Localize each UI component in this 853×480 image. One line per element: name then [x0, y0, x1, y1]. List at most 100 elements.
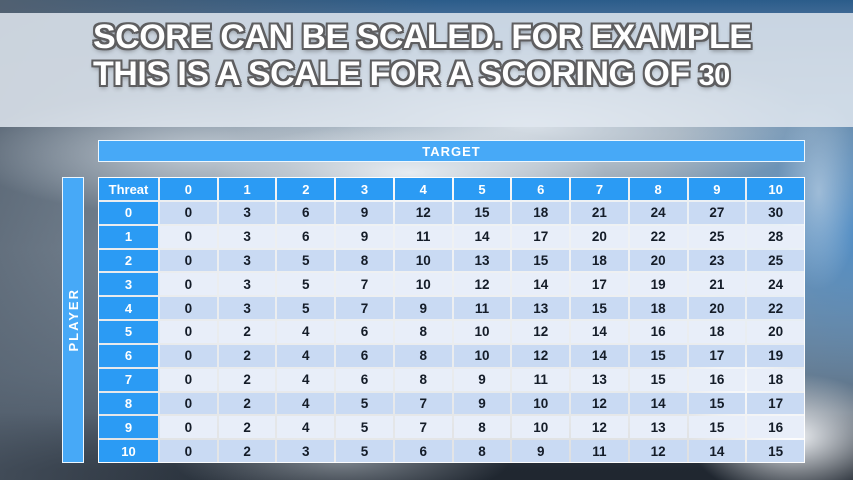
score-cell: 22 — [629, 225, 687, 248]
row-header: 2 — [99, 249, 158, 272]
score-cell: 5 — [336, 416, 393, 439]
score-cell: 19 — [629, 273, 687, 296]
score-cell: 10 — [512, 416, 570, 439]
row-header: 5 — [99, 321, 158, 343]
score-cell: 17 — [747, 392, 804, 415]
score-cell: 9 — [336, 225, 393, 248]
score-cell: 28 — [747, 225, 804, 248]
title-line-2-text: THIS IS A SCALE FOR A SCORING OF — [93, 55, 690, 93]
score-cell: 15 — [629, 368, 687, 391]
title-band: SCORE CAN BE SCALED. FOR EXAMPLE THIS IS… — [0, 13, 853, 127]
score-cell: 14 — [571, 321, 628, 343]
score-cell: 14 — [571, 344, 628, 367]
score-cell: 25 — [747, 249, 804, 272]
score-cell: 15 — [512, 249, 570, 272]
score-cell: 2 — [218, 321, 276, 343]
column-header: 1 — [218, 178, 276, 200]
score-cell: 13 — [629, 416, 687, 439]
score-cell: 4 — [277, 344, 335, 367]
score-cell: 0 — [160, 297, 217, 320]
score-cell: 16 — [629, 321, 687, 343]
score-cell: 12 — [453, 273, 511, 296]
title-scale-number: 30 — [698, 60, 731, 92]
row-header: 6 — [99, 344, 158, 367]
score-cell: 22 — [747, 297, 804, 320]
score-cell: 12 — [629, 440, 687, 462]
score-cell: 15 — [571, 297, 628, 320]
score-cell: 8 — [336, 249, 393, 272]
score-cell: 24 — [629, 202, 687, 224]
score-cell: 2 — [218, 392, 276, 415]
score-cell: 6 — [336, 321, 393, 343]
score-cell: 30 — [747, 202, 804, 224]
column-header: 5 — [453, 178, 511, 200]
score-cell: 8 — [394, 368, 452, 391]
score-cell: 11 — [571, 440, 628, 462]
score-cell: 0 — [160, 344, 217, 367]
score-cell: 21 — [688, 273, 746, 296]
score-cell: 6 — [394, 440, 452, 462]
score-cell: 24 — [747, 273, 804, 296]
score-cell: 10 — [394, 273, 452, 296]
column-header: 0 — [160, 178, 217, 200]
score-cell: 7 — [394, 416, 452, 439]
score-cell: 8 — [453, 440, 511, 462]
score-cell: 2 — [218, 368, 276, 391]
score-cell: 20 — [688, 297, 746, 320]
score-cell: 8 — [394, 344, 452, 367]
row-header: 4 — [99, 297, 158, 320]
score-cell: 13 — [453, 249, 511, 272]
column-header: 3 — [336, 178, 393, 200]
score-cell: 0 — [160, 321, 217, 343]
score-cell: 5 — [277, 249, 335, 272]
score-cell: 13 — [512, 297, 570, 320]
score-cell: 9 — [336, 202, 393, 224]
score-cell: 6 — [277, 202, 335, 224]
column-header: 2 — [277, 178, 335, 200]
score-cell: 2 — [218, 440, 276, 462]
row-header: 0 — [99, 202, 158, 224]
score-cell: 19 — [747, 344, 804, 367]
score-cell: 7 — [336, 297, 393, 320]
score-cell: 11 — [394, 225, 452, 248]
score-cell: 10 — [394, 249, 452, 272]
score-cell: 14 — [629, 392, 687, 415]
score-cell: 4 — [277, 392, 335, 415]
score-cell: 15 — [688, 416, 746, 439]
score-cell: 15 — [688, 392, 746, 415]
player-label: PLAYER — [65, 288, 81, 352]
threat-corner-cell: Threat — [99, 178, 158, 200]
score-cell: 0 — [160, 416, 217, 439]
score-cell: 3 — [218, 249, 276, 272]
score-cell: 0 — [160, 225, 217, 248]
score-cell: 4 — [277, 321, 335, 343]
score-cell: 18 — [512, 202, 570, 224]
score-cell: 5 — [336, 440, 393, 462]
score-cell: 14 — [512, 273, 570, 296]
score-cell: 12 — [512, 321, 570, 343]
score-cell: 15 — [629, 344, 687, 367]
score-cell: 0 — [160, 440, 217, 462]
score-cell: 17 — [688, 344, 746, 367]
row-header: 10 — [99, 440, 158, 462]
score-cell: 17 — [571, 273, 628, 296]
score-cell: 13 — [571, 368, 628, 391]
row-header: 9 — [99, 416, 158, 439]
score-cell: 8 — [453, 416, 511, 439]
score-cell: 3 — [218, 202, 276, 224]
row-header: 1 — [99, 225, 158, 248]
score-cell: 0 — [160, 392, 217, 415]
title-line-2: THIS IS A SCALE FOR A SCORING OF 30 — [93, 56, 751, 95]
column-header: 7 — [571, 178, 628, 200]
column-header: 10 — [747, 178, 804, 200]
score-cell: 0 — [160, 249, 217, 272]
row-header: 7 — [99, 368, 158, 391]
score-cell: 14 — [453, 225, 511, 248]
player-header-bar: PLAYER — [62, 177, 84, 463]
score-cell: 15 — [453, 202, 511, 224]
row-header: 8 — [99, 392, 158, 415]
score-cell: 14 — [688, 440, 746, 462]
score-cell: 6 — [336, 368, 393, 391]
score-cell: 21 — [571, 202, 628, 224]
score-cell: 6 — [336, 344, 393, 367]
